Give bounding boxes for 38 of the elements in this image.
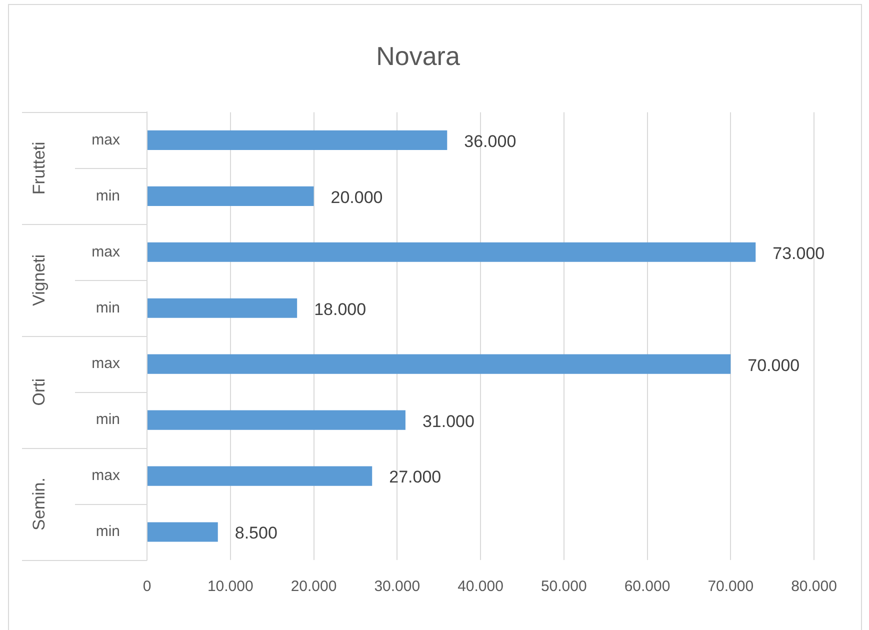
- bar: [148, 242, 756, 262]
- data-label: 8.500: [234, 524, 278, 543]
- x-tick-label: 50.000: [540, 578, 587, 596]
- text: Frutteti: [30, 142, 49, 195]
- bar: [148, 522, 218, 542]
- x-tick-label: 30.000: [374, 578, 420, 596]
- y-tick-label: min: [96, 411, 120, 428]
- text: Semin.: [30, 478, 49, 530]
- y-tick-label: max: [92, 355, 120, 372]
- bar: [148, 466, 372, 486]
- bar: [148, 354, 731, 374]
- text: Orti: [30, 378, 49, 406]
- data-label: 36.000: [464, 132, 516, 151]
- y-tick-label: max: [92, 243, 120, 260]
- data-label: 18.000: [314, 300, 366, 319]
- x-tick-label: 60.000: [624, 578, 670, 596]
- x-tick-label: 70.000: [708, 578, 754, 596]
- data-label: 20.000: [330, 188, 383, 207]
- bar: [148, 410, 406, 430]
- y-tick-label: min: [96, 187, 120, 204]
- bar: [148, 298, 298, 318]
- y-tick-label: min: [96, 299, 120, 316]
- data-label: 70.000: [748, 356, 800, 375]
- bar: [148, 186, 314, 206]
- text: Vigneti: [30, 254, 49, 306]
- data-label: 73.000: [772, 244, 825, 263]
- x-tick-label: 0: [142, 578, 152, 596]
- data-label: 27.000: [389, 468, 442, 487]
- bar: [148, 130, 448, 150]
- chart-title: Novara: [376, 40, 460, 71]
- y-tick-label: max: [92, 467, 120, 484]
- y-tick-label: min: [96, 523, 120, 540]
- x-tick-label: 10.000: [207, 578, 254, 596]
- x-tick-label: 80.000: [791, 578, 837, 596]
- x-tick-label: 20.000: [290, 578, 337, 596]
- data-label: 31.000: [422, 412, 474, 431]
- x-tick-label: 40.000: [458, 578, 504, 596]
- y-tick-label: max: [92, 131, 120, 148]
